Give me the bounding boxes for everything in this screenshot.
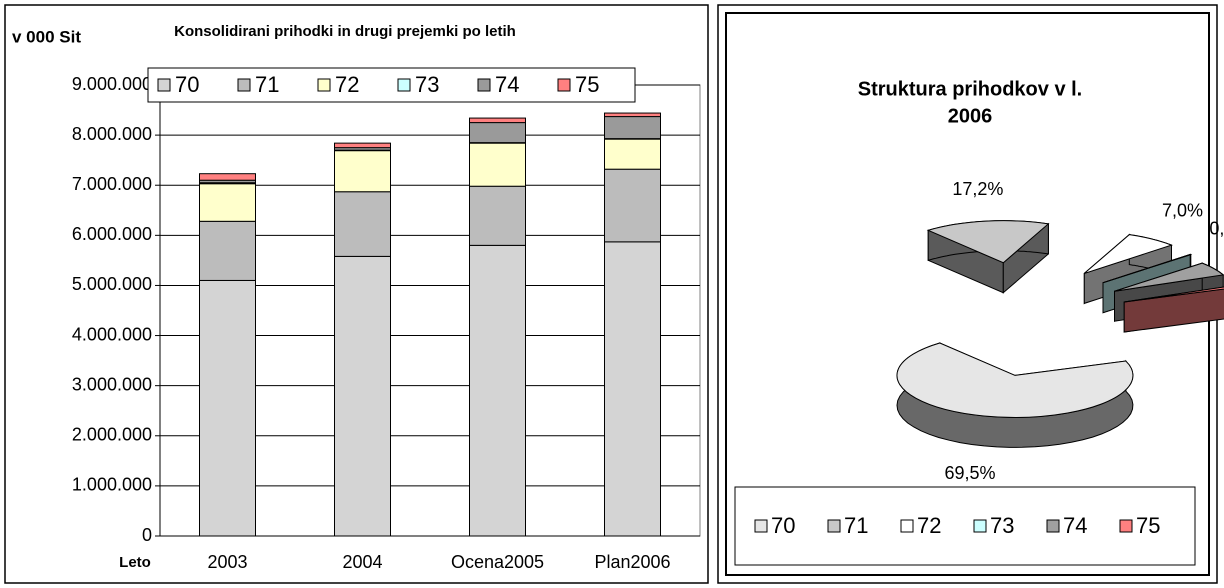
- y-tick-label: 3.000.000: [72, 374, 152, 394]
- bar-segment: [604, 168, 661, 243]
- x-tick-label: Ocena2005: [451, 552, 544, 572]
- y-tick-label: 1.000.000: [72, 475, 152, 495]
- bar-segment: [334, 150, 391, 193]
- bar-segment: [469, 122, 526, 144]
- legend-swatch: [973, 519, 987, 533]
- legend: [734, 486, 1196, 566]
- legend-label: 72: [917, 513, 941, 538]
- legend-label: 75: [575, 72, 599, 97]
- bar-segment: [469, 185, 526, 246]
- bar-segment: [469, 244, 526, 537]
- x-tick-label: Plan2006: [594, 552, 670, 572]
- pie-slice: [1114, 262, 1224, 292]
- bar-segment: [604, 112, 661, 118]
- legend-label: 74: [1063, 513, 1087, 538]
- y-tick-label: 0: [142, 525, 152, 545]
- slice-side: [1123, 286, 1224, 333]
- pie-title: 2006: [948, 105, 993, 127]
- pie-slice: [896, 342, 1134, 418]
- pie-slice: [1102, 253, 1193, 284]
- data-label: 69,5%: [945, 463, 996, 483]
- x-tick-label: 2004: [342, 552, 382, 572]
- legend-label: 75: [1136, 513, 1160, 538]
- bar-segment: [469, 117, 526, 124]
- y-tick-label: 8.000.000: [72, 124, 152, 144]
- legend-swatch: [157, 78, 171, 92]
- bar-segment: [334, 255, 391, 537]
- legend-label: 71: [844, 513, 868, 538]
- data-label: 7,0%: [1162, 200, 1203, 220]
- y-axis-label: v 000 Sit: [12, 27, 81, 46]
- bar-segment: [604, 241, 661, 537]
- legend-swatch: [237, 78, 251, 92]
- data-label: 0,1%: [1209, 219, 1224, 239]
- y-tick-label: 9.000.000: [72, 74, 152, 94]
- legend-swatch: [1046, 519, 1060, 533]
- bar-segment: [199, 183, 256, 222]
- x-axis-label: Leto: [119, 554, 151, 571]
- legend-label: 71: [255, 72, 279, 97]
- bar-segment: [199, 279, 256, 537]
- bar-segment: [604, 116, 661, 140]
- legend-swatch: [397, 78, 411, 92]
- legend-label: 73: [415, 72, 439, 97]
- legend-swatch: [1119, 519, 1133, 533]
- y-tick-label: 4.000.000: [72, 324, 152, 344]
- y-tick-label: 5.000.000: [72, 274, 152, 294]
- legend-label: 70: [771, 513, 795, 538]
- legend-swatch: [754, 519, 768, 533]
- pie-slice: [1083, 234, 1174, 274]
- bar-segment: [334, 142, 391, 149]
- bar-segment: [604, 138, 661, 170]
- bar-segment: [199, 173, 256, 181]
- y-tick-label: 6.000.000: [72, 224, 152, 244]
- legend-swatch: [477, 78, 491, 92]
- data-label: 17,2%: [952, 179, 1003, 199]
- pie-title: Struktura prihodkov v l.: [858, 78, 1082, 100]
- legend-swatch: [900, 519, 914, 533]
- legend-swatch: [557, 78, 571, 92]
- legend-swatch: [827, 519, 841, 533]
- legend-swatch: [317, 78, 331, 92]
- legend-label: 70: [175, 72, 199, 97]
- y-tick-label: 2.000.000: [72, 425, 152, 445]
- pie-slice: [926, 220, 1050, 264]
- legend-label: 72: [335, 72, 359, 97]
- legend-label: 74: [495, 72, 519, 97]
- x-tick-label: 2003: [207, 552, 247, 572]
- legend: [147, 67, 636, 103]
- bar-title: Konsolidirani prihodki in drugi prejemki…: [174, 23, 516, 40]
- bar-segment: [469, 142, 526, 187]
- bar-segment: [199, 220, 256, 281]
- y-tick-label: 7.000.000: [72, 174, 152, 194]
- legend-label: 73: [990, 513, 1014, 538]
- bar-segment: [334, 191, 391, 257]
